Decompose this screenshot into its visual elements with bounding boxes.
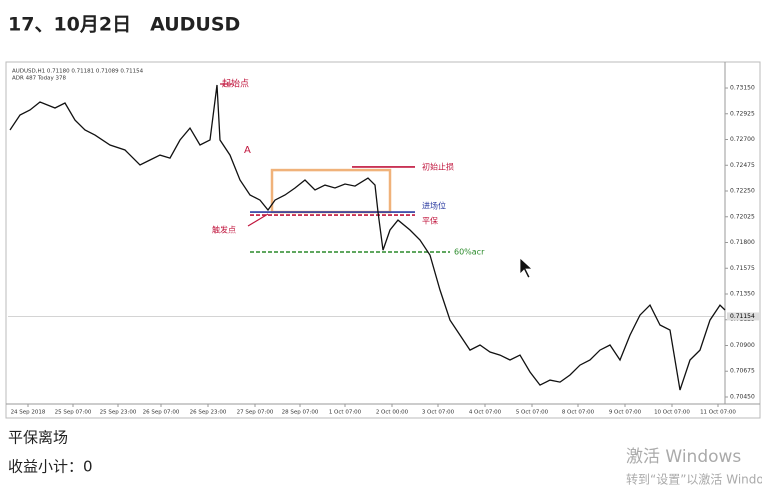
y-tick-label: 0.72925 bbox=[730, 110, 755, 117]
y-tick-label: 0.72700 bbox=[730, 136, 755, 143]
x-tick-label: 11 Oct 07:00 bbox=[700, 410, 736, 416]
y-tick-label: 0.70450 bbox=[730, 393, 755, 400]
watermark: 转到“设置”以激活 Windows。 bbox=[626, 472, 762, 487]
x-tick-label: 27 Sep 07:00 bbox=[237, 410, 274, 416]
cursor bbox=[519, 257, 534, 279]
x-tick-label: 26 Sep 07:00 bbox=[143, 410, 180, 416]
watermark: 激活 Windows bbox=[626, 447, 741, 467]
x-tick-label: 24 Sep 2018 bbox=[11, 410, 46, 416]
y-tick-label: 0.70675 bbox=[730, 368, 755, 375]
x-tick-label: 28 Sep 07:00 bbox=[282, 410, 319, 416]
price-line bbox=[9, 84, 726, 391]
note: 收益小计：0 bbox=[8, 458, 93, 476]
x-tick-label: 4 Oct 07:00 bbox=[469, 410, 502, 416]
x-tick-label: 25 Sep 23:00 bbox=[100, 410, 137, 416]
x-tick-label: 3 Oct 07:00 bbox=[422, 410, 455, 416]
last-price-label: 0.71154 bbox=[730, 313, 755, 320]
last-price-box bbox=[727, 312, 759, 321]
x-tick-label: 9 Oct 07:00 bbox=[609, 410, 642, 416]
level-label: 60%acr bbox=[454, 248, 485, 257]
x-tick-label: 5 Oct 07:00 bbox=[516, 410, 549, 416]
chart-frame bbox=[5, 61, 761, 419]
y-tick-label: 0.72250 bbox=[730, 188, 755, 195]
x-tick-label: 2 Oct 00:00 bbox=[376, 410, 409, 416]
y-tick-label: 0.73150 bbox=[730, 85, 755, 92]
note: 平保离场 bbox=[8, 429, 68, 447]
annotation: 触发点 bbox=[212, 225, 236, 235]
annotation: 起始点 bbox=[222, 78, 249, 90]
chart-info: AUDUSD,H1 0.71180 0.71181 0.71089 0.7115… bbox=[12, 69, 144, 75]
y-tick-label: 0.71575 bbox=[730, 265, 755, 272]
level-label: 平保 bbox=[422, 216, 438, 226]
level-label: 进场位 bbox=[422, 201, 446, 211]
chart-info: ADR 487 Today 378 bbox=[12, 76, 66, 82]
y-tick-label: 0.71350 bbox=[730, 291, 755, 298]
x-tick-label: 26 Sep 23:00 bbox=[190, 410, 227, 416]
x-tick-label: 25 Sep 07:00 bbox=[55, 410, 92, 416]
y-tick-label: 0.71800 bbox=[730, 239, 755, 246]
x-tick-label: 1 Oct 07:00 bbox=[329, 410, 362, 416]
annotation: A bbox=[244, 145, 251, 156]
y-tick-label: 0.72475 bbox=[730, 162, 755, 169]
y-tick-label: 0.70900 bbox=[730, 342, 755, 349]
title: 17、10月2日 AUDUSD bbox=[8, 14, 240, 36]
x-tick-label: 10 Oct 07:00 bbox=[654, 410, 690, 416]
annotation-arrow bbox=[247, 213, 269, 227]
level-label: 初始止损 bbox=[422, 161, 454, 171]
y-tick-label: 0.72025 bbox=[730, 213, 755, 220]
x-tick-label: 8 Oct 07:00 bbox=[562, 410, 595, 416]
